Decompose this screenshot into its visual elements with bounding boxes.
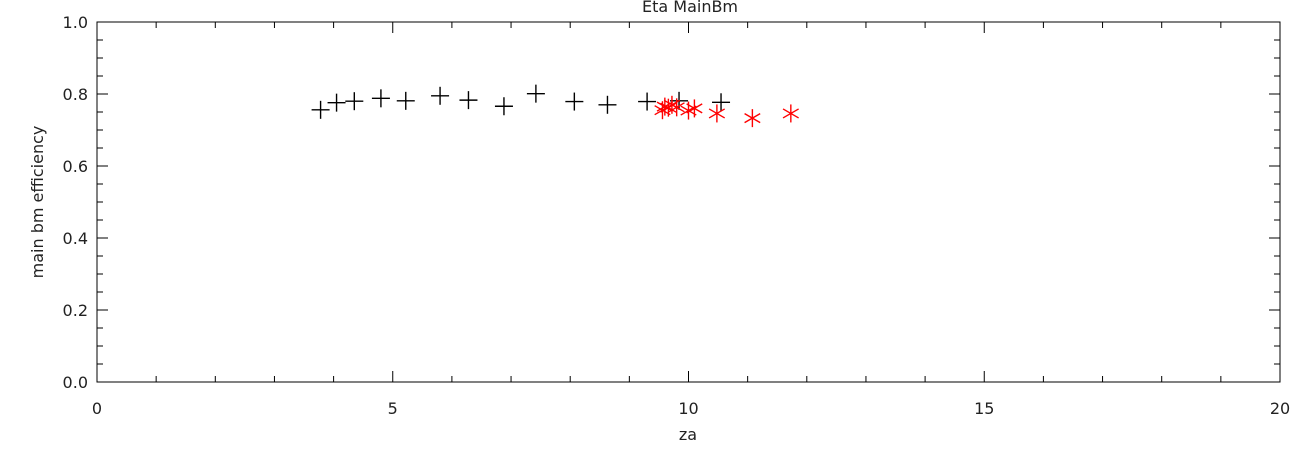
asterisk-marker [686, 99, 703, 118]
asterisk-marker [668, 98, 685, 117]
asterisk-marker [708, 104, 726, 123]
plus-marker [371, 89, 390, 108]
chart-title: Eta MainBm [642, 0, 738, 16]
x-tick-label: 10 [678, 399, 698, 418]
plus-marker [459, 91, 478, 110]
x-tick-label: 20 [1270, 399, 1290, 418]
plus-marker [565, 92, 584, 111]
plus-marker [526, 84, 545, 103]
axis-ticks [96, 21, 1281, 383]
plot-frame [96, 21, 1281, 383]
y-tick-label: 0.6 [63, 157, 88, 176]
plus-marker [431, 86, 450, 105]
plus-marker [638, 92, 657, 111]
asterisk-marker [782, 104, 799, 123]
plus-marker [598, 95, 617, 114]
asterisk-marker [744, 109, 761, 128]
axis-tick-labels: 0 5 10 15 20 0.0 0.2 0.4 0.6 0.8 1.0 [63, 13, 1291, 418]
y-tick-label: 0.2 [63, 301, 88, 320]
plus-marker [396, 91, 415, 110]
plus-marker [712, 93, 731, 112]
x-tick-label: 5 [388, 399, 398, 418]
asterisk-marker [660, 98, 677, 117]
y-tick-label: 0.4 [63, 229, 88, 248]
plus-marker [311, 100, 330, 119]
y-tick-label: 1.0 [63, 13, 88, 32]
x-tick-label: 15 [974, 399, 994, 418]
x-tick-label: 0 [92, 399, 102, 418]
plus-marker [327, 93, 346, 112]
x-axis-title: za [679, 425, 697, 444]
plus-marker [345, 92, 364, 111]
y-tick-label: 0.8 [63, 85, 88, 104]
plus-marker [494, 97, 513, 116]
data-points [311, 84, 799, 128]
y-axis-title: main bm efficiency [28, 126, 47, 279]
y-tick-label: 0.0 [63, 373, 88, 392]
